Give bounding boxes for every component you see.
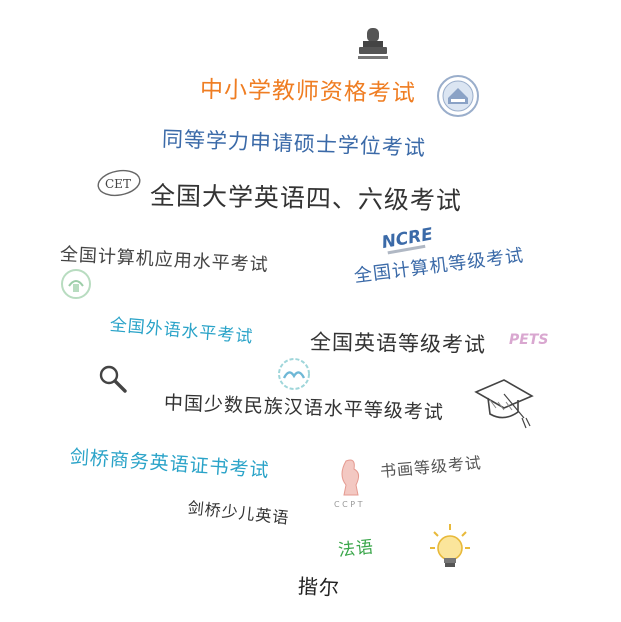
pets-exam-label: 全国英语等级考试 bbox=[309, 330, 487, 358]
pets-logo: PETS bbox=[508, 330, 550, 348]
cet-logo: CET bbox=[96, 168, 142, 198]
pets-logo-text: PETS bbox=[509, 332, 548, 348]
green-seal-logo bbox=[60, 268, 92, 300]
badge-icon bbox=[436, 74, 480, 118]
stamp-icon bbox=[356, 26, 390, 62]
minority-chinese-exam-label: 中国少数民族汉语水平等级考试 bbox=[163, 392, 445, 424]
computer-rank-exam-label: 全国计算机等级考试 bbox=[352, 245, 526, 287]
ccpt-logo-text: C C P T bbox=[334, 500, 363, 509]
cet-exam-label: 全国大学英语四、六级考试 bbox=[149, 181, 463, 216]
calligraphy-exam-label: 书画等级考试 bbox=[379, 453, 483, 481]
magnifier-icon bbox=[98, 364, 128, 394]
ccpt-logo: C C P T bbox=[332, 455, 372, 509]
cambridge-young-learners-label: 剑桥少儿英语 bbox=[186, 498, 291, 528]
cet-logo-text: CET bbox=[105, 177, 131, 191]
minority-seal-logo bbox=[274, 356, 314, 392]
cambridge-business-exam-label: 剑桥商务英语证书考试 bbox=[69, 446, 271, 482]
ncre-logo: NCRE bbox=[380, 226, 432, 256]
teacher-exam-label: 中小学教师资格考试 bbox=[199, 77, 417, 107]
graduation-cap-icon bbox=[474, 378, 536, 430]
bonjour-label: 揩尔 bbox=[297, 574, 341, 601]
french-label: 法语 bbox=[337, 537, 376, 561]
light-bulb-icon bbox=[428, 522, 472, 574]
equivalent-degree-exam-label: 同等学力申请硕士学位考试 bbox=[161, 127, 427, 161]
foreign-language-exam-label: 全国外语水平考试 bbox=[108, 315, 255, 348]
